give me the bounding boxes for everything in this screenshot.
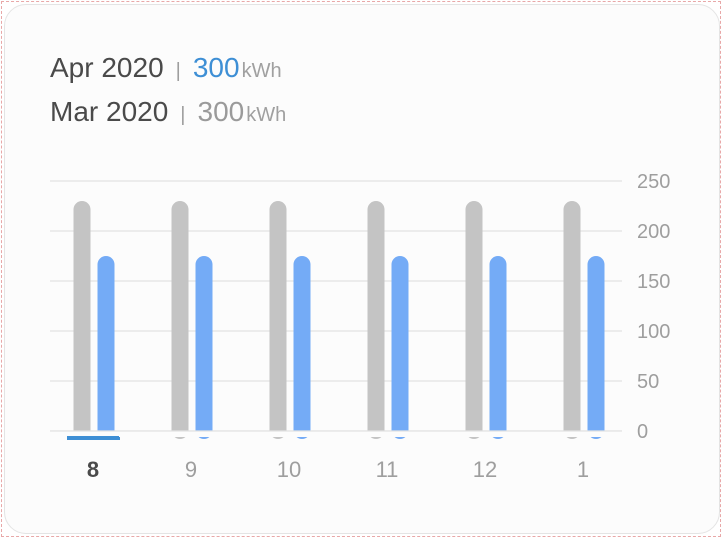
legend-value: 300	[192, 52, 240, 83]
legend-previous: Mar 2020 | 300 kWh	[50, 96, 286, 128]
legend-separator: |	[175, 60, 181, 82]
legend-period: Mar 2020	[50, 96, 169, 127]
y-tick-label: 250	[637, 171, 670, 193]
legend-period: Apr 2020	[50, 52, 164, 83]
bar-current[interactable]	[587, 256, 605, 439]
selected-period-indicator	[67, 436, 119, 440]
bar-previous[interactable]	[563, 201, 581, 439]
x-tick-label[interactable]: 8	[87, 457, 99, 482]
bar-previous[interactable]	[465, 201, 483, 439]
bar-current[interactable]	[293, 256, 311, 439]
bar-current[interactable]	[97, 256, 115, 439]
bar-current[interactable]	[195, 256, 213, 439]
bar-current[interactable]	[391, 256, 409, 439]
legend-value: 300	[197, 96, 245, 127]
bar-previous[interactable]	[367, 201, 385, 439]
x-tick-label[interactable]: 1	[577, 457, 589, 482]
x-tick-label[interactable]: 12	[473, 457, 497, 482]
legend-unit: kWh	[241, 60, 282, 82]
y-tick-label: 50	[637, 371, 659, 393]
x-tick-label[interactable]: 10	[277, 457, 301, 482]
x-tick-label[interactable]: 11	[376, 457, 399, 482]
x-tick-label[interactable]: 9	[185, 457, 197, 482]
legend-current: Apr 2020 | 300 kWh	[50, 52, 282, 84]
bar-previous[interactable]	[269, 201, 287, 439]
y-tick-label: 150	[637, 271, 670, 293]
bar-current[interactable]	[489, 256, 507, 439]
bar-previous[interactable]	[73, 201, 91, 439]
legend-separator: |	[180, 104, 186, 126]
baseline-mask	[50, 431, 622, 437]
y-tick-label: 200	[637, 221, 670, 243]
legend-unit: kWh	[246, 104, 287, 126]
y-tick-label: 100	[637, 321, 670, 343]
bar-previous[interactable]	[171, 201, 189, 439]
y-tick-label: 0	[637, 421, 648, 443]
